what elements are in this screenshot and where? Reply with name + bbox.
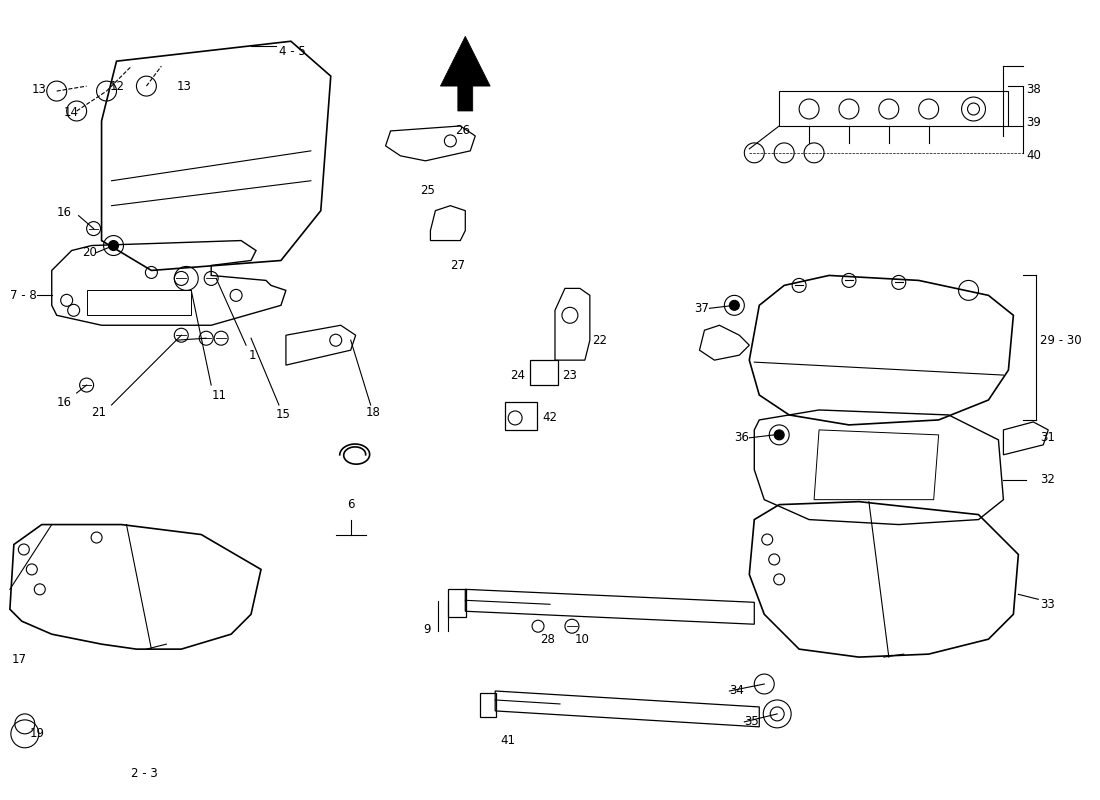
Text: 42: 42 <box>542 411 557 425</box>
Text: 1: 1 <box>249 349 256 362</box>
Text: 4 - 5: 4 - 5 <box>279 45 306 58</box>
Text: 37: 37 <box>694 302 710 315</box>
Text: 13: 13 <box>176 79 191 93</box>
Text: 38: 38 <box>1026 82 1041 95</box>
Text: 28: 28 <box>540 633 554 646</box>
Text: 23: 23 <box>562 369 576 382</box>
Text: 32: 32 <box>1041 474 1055 486</box>
Text: 16: 16 <box>57 397 72 410</box>
Circle shape <box>109 241 119 250</box>
Circle shape <box>729 300 739 310</box>
Text: 12: 12 <box>110 79 124 93</box>
Text: 24: 24 <box>510 369 525 382</box>
Text: 9: 9 <box>422 622 430 636</box>
Text: 20: 20 <box>81 246 97 259</box>
Text: 25: 25 <box>420 184 436 198</box>
Text: 21: 21 <box>91 406 107 419</box>
Text: 35: 35 <box>745 715 759 728</box>
Text: 11: 11 <box>211 389 227 402</box>
Bar <box>449 590 466 618</box>
Text: 39: 39 <box>1026 117 1042 130</box>
Text: 31: 31 <box>1041 431 1055 444</box>
Text: 27: 27 <box>450 259 465 272</box>
Bar <box>779 91 1009 126</box>
Text: 36: 36 <box>735 431 749 444</box>
Circle shape <box>774 430 784 440</box>
Bar <box>481 693 496 717</box>
Text: 40: 40 <box>1026 150 1042 162</box>
Bar <box>505 402 537 430</box>
Text: 15: 15 <box>276 409 290 422</box>
Polygon shape <box>440 36 491 111</box>
Text: 41: 41 <box>500 734 515 747</box>
Text: 19: 19 <box>30 727 45 740</box>
Text: 29 - 30: 29 - 30 <box>1041 334 1082 346</box>
Text: 22: 22 <box>592 334 607 346</box>
Text: 6: 6 <box>346 498 354 511</box>
Text: 17: 17 <box>12 653 26 666</box>
Text: 34: 34 <box>729 685 745 698</box>
Text: 16: 16 <box>57 206 72 219</box>
Text: 10: 10 <box>575 633 590 646</box>
Text: 14: 14 <box>64 106 79 119</box>
Text: 7 - 8: 7 - 8 <box>10 289 36 302</box>
Text: 18: 18 <box>365 406 381 419</box>
Bar <box>530 360 558 385</box>
Text: 26: 26 <box>455 125 471 138</box>
Text: 33: 33 <box>1041 598 1055 610</box>
Text: 13: 13 <box>32 82 46 95</box>
Text: 2 - 3: 2 - 3 <box>132 767 158 780</box>
